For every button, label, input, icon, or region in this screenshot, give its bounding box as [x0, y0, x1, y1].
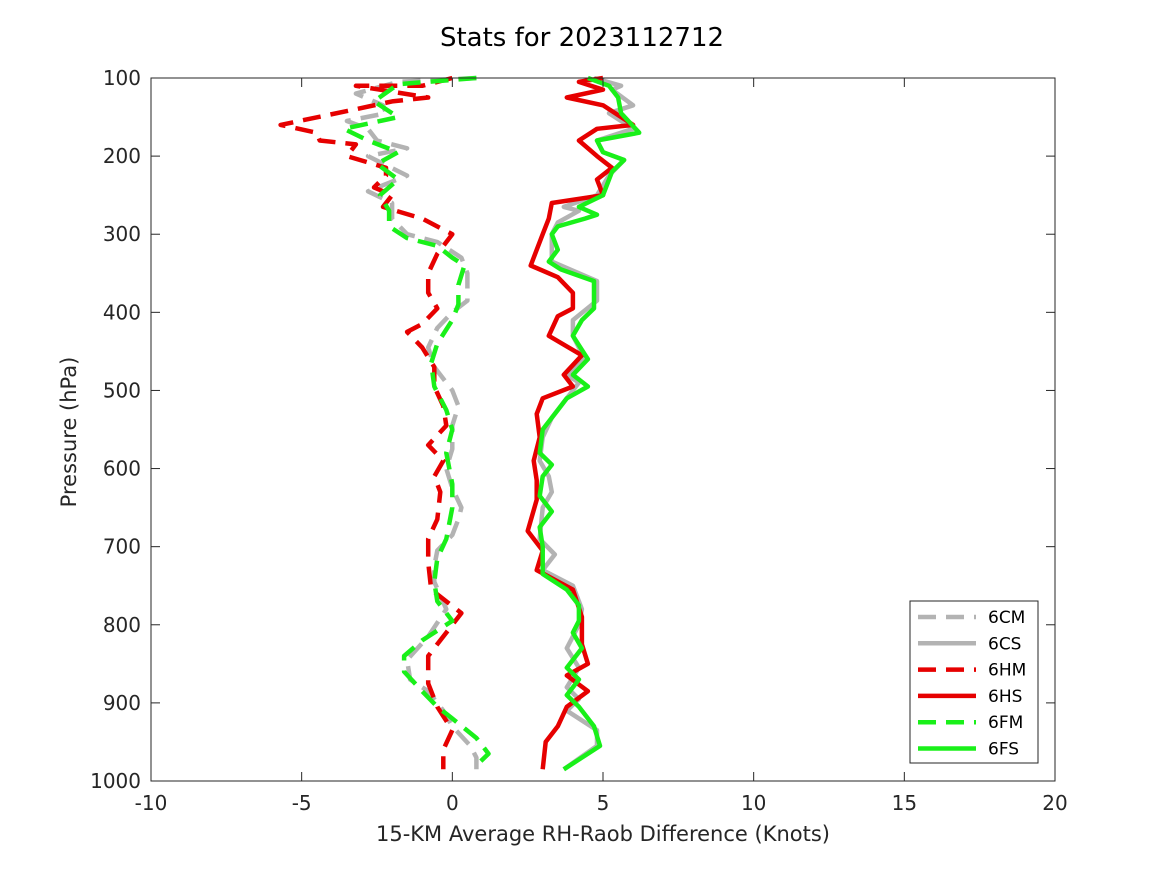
series-line-6fm — [341, 75, 491, 768]
series-line-6hm — [278, 75, 464, 770]
y-tick-label: 1000 — [90, 769, 141, 793]
y-tick-label: 700 — [103, 535, 141, 559]
x-tick-label: 0 — [446, 791, 459, 815]
y-axis-label: Pressure (hPa) — [57, 357, 81, 508]
legend-label-6cs: 6CS — [988, 634, 1021, 654]
legend: 6CM 6CS 6HM 6HS 6FM 6FS — [909, 600, 1039, 764]
plot-lines — [278, 75, 642, 772]
legend-label-6fm: 6FM — [988, 713, 1023, 733]
series-line-6fs — [537, 75, 642, 772]
chart-title: Stats for 2023112712 — [440, 23, 724, 53]
legend-label-6cm: 6CM — [988, 608, 1025, 628]
y-tick-label: 300 — [103, 222, 141, 246]
y-tick-label: 400 — [103, 300, 141, 324]
series-line-6cm — [344, 75, 479, 770]
x-tick-label: 20 — [1042, 791, 1067, 815]
y-tick-label: 900 — [103, 691, 141, 715]
y-tick-label: 500 — [103, 378, 141, 402]
y-tick-label: 200 — [103, 144, 141, 168]
x-tick-label: -10 — [135, 791, 168, 815]
legend-label-6fs: 6FS — [988, 740, 1019, 760]
y-tick-label: 600 — [103, 457, 141, 481]
x-tick-label: 5 — [597, 791, 610, 815]
series-line-6hs — [525, 75, 636, 770]
y-tick-label: 800 — [103, 613, 141, 637]
x-axis-label: 15-KM Average RH-Raob Difference (Knots) — [376, 822, 830, 846]
axis-ticks: -10 -5 0 5 10 15 20 100 200 300 400 500 600 700 800 900… — [90, 66, 1068, 815]
legend-box — [909, 600, 1039, 764]
y-tick-label: 100 — [103, 66, 141, 90]
x-tick-label: -5 — [292, 791, 312, 815]
x-tick-label: 15 — [892, 791, 917, 815]
x-tick-label: 10 — [741, 791, 766, 815]
legend-label-6hm: 6HM — [988, 661, 1026, 681]
legend-label-6hs: 6HS — [988, 687, 1022, 707]
